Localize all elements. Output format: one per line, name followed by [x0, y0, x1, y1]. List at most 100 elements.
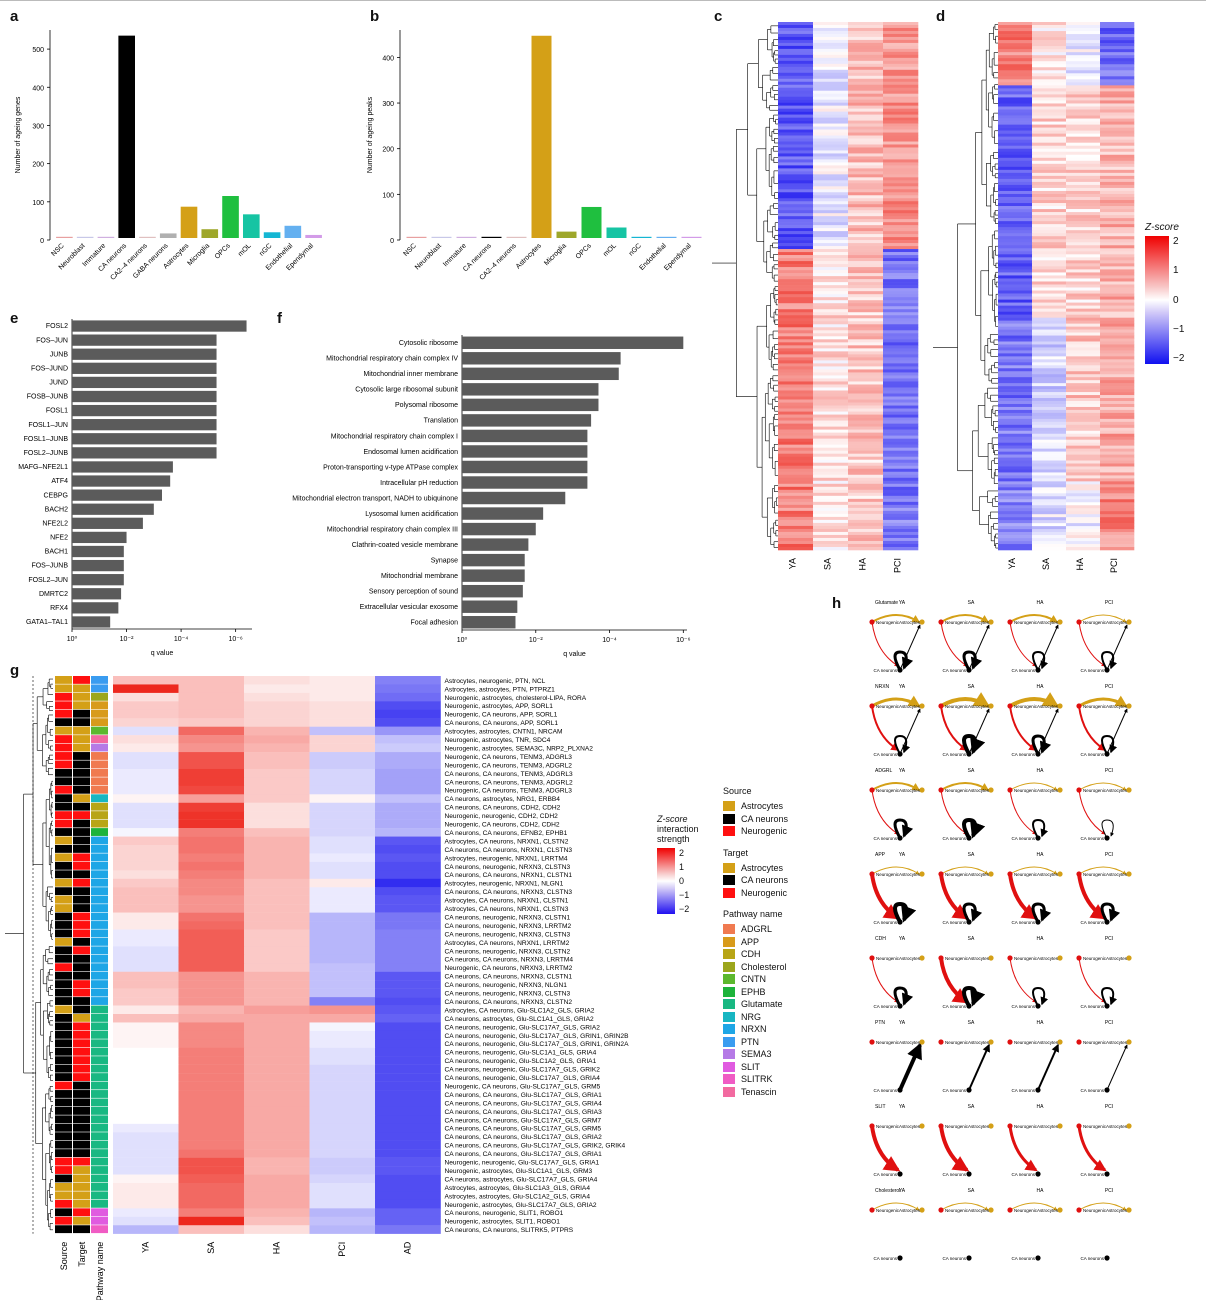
heatmap-d-cell [998, 85, 1033, 89]
heatmap-c-cell [813, 75, 849, 80]
heatmap-d-cell [1100, 46, 1135, 50]
source-cell [55, 878, 72, 887]
target-legend-label: Neurogenic [741, 887, 788, 898]
heatmap-c-cell [813, 153, 849, 157]
heatmap-c-cell [813, 234, 849, 238]
pathway-cell [91, 743, 108, 752]
node-label: Neurogenic [1014, 956, 1038, 961]
heatmap-c-cell [848, 252, 884, 256]
y-tick-label: 0 [390, 238, 394, 245]
heatmap-d-cell [1032, 529, 1067, 533]
heatmap-d-cell [1032, 314, 1067, 318]
heatmap-g-cell [113, 777, 179, 787]
heatmap-d-cell [1100, 454, 1135, 458]
heatmap-d-cell [1100, 257, 1135, 261]
heatmap-c-cell [778, 288, 814, 292]
e-bar [72, 348, 217, 360]
heatmap-c-cell [813, 381, 849, 385]
heatmap-d-cell [1066, 260, 1101, 264]
heatmap-g-cell [178, 861, 245, 871]
heatmap-d-cell [1066, 31, 1101, 35]
pathway-cell [91, 1157, 108, 1166]
heatmap-g-cell [178, 828, 245, 837]
heatmap-c-cell [883, 519, 919, 524]
heatmap-d-cell [1066, 463, 1101, 467]
heatmap-g-cell [178, 1140, 245, 1150]
heatmap-d-cell [1066, 25, 1101, 29]
heatmap-d-cell [1032, 37, 1067, 41]
heatmap-d-cell [1032, 166, 1067, 171]
source-legend-title: Source [723, 786, 752, 796]
target-cell [73, 1216, 90, 1225]
heatmap-g-cell [113, 895, 179, 905]
heatmap-d-cell [1066, 275, 1101, 279]
heatmap-c-cell [813, 270, 849, 274]
node-ca-neurons [1104, 1255, 1110, 1261]
heatmap-d-cell [1100, 236, 1135, 240]
node-label: Astrocytes [1106, 788, 1128, 793]
heatmap-c-cell [848, 288, 884, 292]
heatmap-c-cell [778, 39, 814, 44]
heatmap-c-cell [848, 369, 884, 373]
heatmap-c-cell [883, 312, 919, 316]
heatmap-c-cell [813, 438, 849, 442]
heatmap-g-cell [309, 861, 376, 871]
heatmap-c-cell [848, 195, 884, 199]
heatmap-g-cell [375, 1073, 441, 1082]
heatmap-g-cell [244, 870, 310, 879]
heatmap-c-cell [813, 216, 849, 220]
heatmap-c-cell [813, 252, 849, 256]
bar [305, 234, 322, 238]
heatmap-d-cell [1066, 112, 1101, 116]
heatmap-d-cell [1100, 166, 1135, 171]
g-legend-title-2: interaction [657, 824, 699, 834]
source-cell [55, 718, 72, 727]
heatmap-d-cell [1100, 97, 1135, 101]
heatmap-d-cell [1100, 160, 1135, 165]
heatmap-c-cell [848, 318, 884, 322]
heatmap-d-cell [998, 445, 1033, 449]
heatmap-g-cell [178, 1149, 245, 1158]
heatmap-c-cell [813, 441, 849, 445]
heatmap-c-cell [778, 255, 814, 259]
heatmap-d-cell [1032, 61, 1067, 65]
heatmap-c-cell [813, 111, 849, 115]
node-label: Astrocytes [899, 1124, 921, 1129]
edge-neuro-ca [1009, 789, 1037, 835]
e-category-label: JUND [49, 380, 68, 387]
heatmap-d-cell [1100, 293, 1135, 297]
heatmap-d-cell [1066, 224, 1101, 228]
heatmap-d-cell [1066, 151, 1101, 156]
annotation-header: Source [59, 1242, 69, 1271]
heatmap-d-cell [1032, 341, 1067, 345]
heatmap-d-cell [1032, 478, 1067, 482]
heatmap-d-cell [1032, 49, 1067, 53]
pathway-legend-label: SEMA3 [741, 1049, 772, 1060]
heatmap-c-cell [848, 105, 884, 109]
heatmap-c-cell [778, 264, 814, 268]
node-neurogenic [1007, 619, 1013, 625]
heatmap-d-cell [998, 290, 1033, 294]
heatmap-d-cell [1100, 392, 1135, 396]
pathway-cell [91, 836, 108, 845]
heatmap-c-cell [883, 108, 919, 112]
heatmap-c-cell [883, 213, 919, 217]
heatmap-g-cell [375, 1081, 441, 1091]
heatmap-d-cell [1100, 43, 1135, 47]
heatmap-c-cell [778, 306, 814, 310]
edge-ca-self [1032, 650, 1049, 671]
x-tick-label: Microglia [186, 242, 211, 267]
heatmap-c-cell [883, 57, 919, 62]
heatmap-c-cell [813, 138, 849, 142]
heatmap-g-cell [178, 1098, 245, 1108]
pathway-legend-item: SEMA3 [723, 1048, 788, 1061]
heatmap-c-cell [883, 267, 919, 271]
heatmap-c-cell [848, 117, 884, 121]
heatmap-c-cell [883, 243, 919, 247]
heatmap-c-cell [813, 312, 849, 316]
heatmap-d-cell [998, 172, 1033, 177]
heatmap-d-cell [1100, 368, 1135, 372]
heatmap-d-cell [1100, 377, 1135, 381]
heatmap-g-cell [309, 828, 376, 837]
